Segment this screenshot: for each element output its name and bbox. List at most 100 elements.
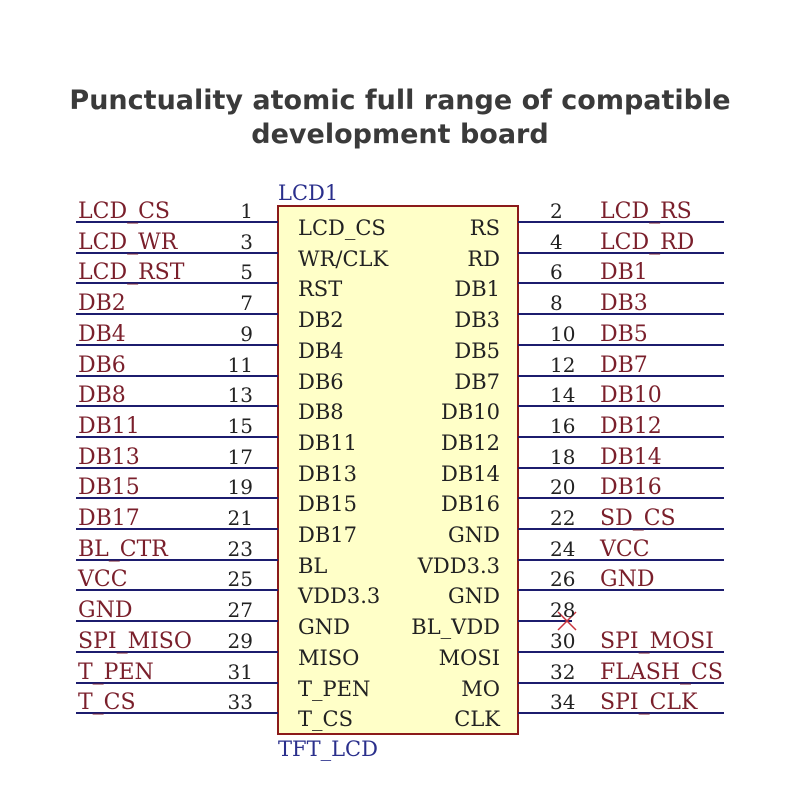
left-net-label: DB15 [78,475,140,500]
right-net-label: VCC [599,537,650,562]
left-net-label: GND [78,598,132,623]
right-pin-number: 30 [550,629,575,653]
left-pin-name: BL [298,554,327,578]
left-net-label: SPI_MISO [78,629,192,654]
right-pin-name: DB12 [441,431,500,455]
left-net-label: T_CS [78,690,136,715]
left-pin-name: DB13 [298,462,357,486]
right-pin-number: 2 [550,199,563,223]
right-net-label: DB12 [600,414,662,439]
right-pin-name: VDD3.3 [417,554,500,578]
right-pin-number: 18 [550,445,575,469]
pin-rows: LCD_CS 1 LCD_CS LCD_WR 3 WR/CLK LCD_RST 5 RST DB2… [76,199,724,731]
right-net-label: SD_CS [600,506,676,531]
left-pin-number: 13 [228,383,253,407]
left-net-label: DB17 [78,506,140,531]
left-net-label: VCC [77,567,128,592]
left-pin-number: 27 [228,598,253,622]
headline-line-1: Punctuality atomic full range of compati… [69,85,731,116]
right-net-label: FLASH_CS [600,660,723,685]
right-pin-name: DB10 [441,400,500,424]
left-pin-name: DB6 [298,370,344,394]
left-net-label: T_PEN [78,660,154,685]
left-net-label: DB11 [78,414,140,439]
right-pin-name: DB3 [454,308,500,332]
left-pin-number: 23 [228,537,253,561]
right-pin-number: 20 [550,475,575,499]
right-pin-number: 24 [550,537,575,561]
left-pin-name: DB15 [298,492,357,516]
left-pin-name: DB17 [298,523,357,547]
left-pin-name: WR/CLK [298,247,388,271]
left-pin-name: T_CS [298,707,353,731]
right-pin-name: RD [467,247,500,271]
left-pin-name: MISO [298,646,359,670]
right-pin-name: GND [448,523,500,547]
page-headline: Punctuality atomic full range of compati… [0,84,800,152]
right-pin-number: 34 [550,690,575,714]
right-net-label: GND [600,567,654,592]
headline-line-2: development board [251,119,549,150]
left-net-label: DB13 [78,445,140,470]
right-net-label: DB7 [600,353,648,378]
left-pin-number: 15 [228,414,253,438]
right-pin-number: 12 [550,353,575,377]
left-pin-name: LCD_CS [298,216,386,240]
left-pin-number: 33 [228,690,253,714]
left-pin-number: 17 [228,445,253,469]
right-net-label: LCD_RS [600,199,692,224]
component-value: TFT_LCD [278,737,378,761]
right-pin-number: 28 [550,598,575,622]
left-net-label: DB2 [78,291,126,316]
right-pin-name: MOSI [439,646,500,670]
right-pin-name: DB16 [441,492,500,516]
left-pin-name: GND [298,615,350,639]
left-pin-number: 7 [240,291,253,315]
lcd-component-body [277,205,519,735]
right-pin-name: DB5 [454,339,500,363]
left-pin-number: 5 [240,260,253,284]
right-pin-number: 10 [550,322,575,346]
right-pin-name: CLK [454,707,500,731]
right-pin-name: BL_VDD [411,615,500,639]
left-pin-number: 19 [228,475,253,499]
left-net-label: DB4 [78,322,126,347]
left-pin-number: 31 [228,660,253,684]
left-net-label: DB6 [78,353,126,378]
left-pin-number: 3 [240,230,253,254]
left-pin-name: DB8 [298,400,344,424]
right-net-label: DB16 [600,475,662,500]
right-net-label: DB5 [600,322,648,347]
right-pin-name: RS [470,216,500,240]
left-net-label: BL_CTR [78,537,169,562]
right-net-label: DB3 [600,291,648,316]
left-pin-name: DB4 [298,339,344,363]
left-pin-name: T_PEN [298,677,370,701]
right-net-label: SPI_MOSI [600,629,714,654]
left-pin-number: 21 [228,506,253,530]
right-net-label: LCD_RD [600,230,694,255]
right-net-label: DB14 [600,445,662,470]
no-connect-marker [557,611,577,631]
left-pin-name: RST [298,277,342,301]
left-pin-number: 9 [240,322,253,346]
right-pin-number: 26 [550,567,575,591]
right-pin-number: 4 [550,230,563,254]
left-pin-name: DB2 [298,308,344,332]
right-pin-name: GND [448,584,500,608]
right-net-label: DB10 [600,383,662,408]
left-pin-name: DB11 [298,431,357,455]
left-net-label: LCD_WR [78,230,179,255]
right-net-label: SPI_CLK [600,690,698,715]
left-pin-number: 1 [240,199,253,223]
left-net-label: LCD_RST [78,260,185,285]
right-pin-number: 32 [550,660,575,684]
right-pin-number: 14 [550,383,575,407]
left-pin-number: 25 [228,567,253,591]
right-net-label: DB1 [600,260,648,285]
left-pin-number: 11 [228,353,253,377]
right-pin-number: 8 [550,291,563,315]
left-net-label: DB8 [78,383,126,408]
right-pin-name: DB7 [454,370,500,394]
